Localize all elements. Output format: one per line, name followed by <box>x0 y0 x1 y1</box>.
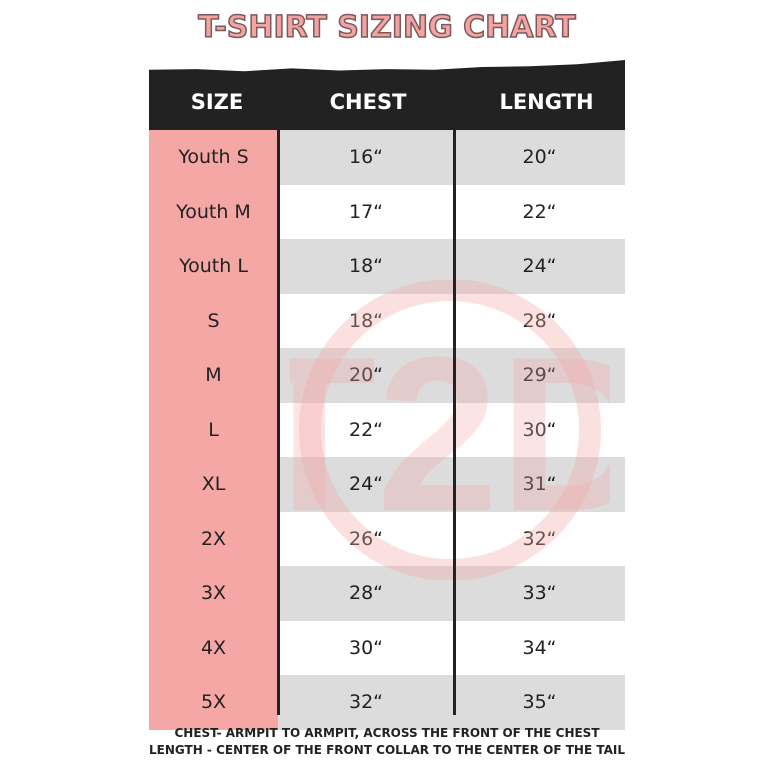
row-data: 16“ 20“ <box>278 130 625 185</box>
row-data: 26“ 32“ <box>278 512 625 567</box>
chest-cell: 20“ <box>348 364 384 387</box>
row-data: 22“ 30“ <box>278 403 625 458</box>
chest-cell: 30“ <box>348 636 384 659</box>
size-cell: 2X <box>149 511 278 566</box>
header-length: LENGTH <box>499 90 594 114</box>
header-size: SIZE <box>190 90 244 114</box>
table-row: 4X 30“ 34“ <box>149 620 625 676</box>
size-cell: S <box>149 293 278 348</box>
length-cell: 32“ <box>522 527 557 550</box>
size-cell: XL <box>149 457 278 512</box>
row-data: 30“ 34“ <box>278 621 625 676</box>
table-row: Youth L 18“ 24“ <box>149 239 625 294</box>
chest-cell: 22“ <box>348 418 384 441</box>
table-row: 3X 28“ 33“ <box>149 566 625 621</box>
chest-cell: 24“ <box>348 473 384 496</box>
length-cell: 24“ <box>522 255 557 278</box>
row-data: 18“ 28“ <box>278 294 625 349</box>
size-cell: M <box>149 348 278 403</box>
table-row: XL 24“ 31“ <box>149 457 625 512</box>
size-cell: 5X <box>149 675 278 730</box>
length-cell: 20“ <box>522 146 557 169</box>
chest-cell: 18“ <box>348 309 384 332</box>
chest-cell: 18“ <box>348 255 384 278</box>
row-data: 32“ 35“ <box>278 675 625 730</box>
length-cell: 28“ <box>522 309 557 332</box>
row-data: 24“ 31“ <box>278 457 625 512</box>
size-cell: Youth M <box>149 184 278 239</box>
chart-title: T-SHIRT SIZING CHART <box>198 9 577 46</box>
table-row: S 18“ 28“ <box>149 293 625 349</box>
row-data: 20“ 29“ <box>278 348 625 403</box>
length-cell: 30“ <box>522 418 557 441</box>
column-divider <box>277 130 280 715</box>
size-cell: Youth L <box>149 239 278 294</box>
note-length: LENGTH - CENTER OF THE FRONT COLLAR TO T… <box>148 743 625 757</box>
chest-cell: 32“ <box>348 691 384 714</box>
size-cell: 3X <box>149 566 278 621</box>
chest-cell: 28“ <box>348 582 384 605</box>
length-cell: 34“ <box>522 636 557 659</box>
size-cell: Youth S <box>149 130 278 185</box>
chest-cell: 16“ <box>348 146 384 169</box>
table-row: Youth M 17“ 22“ <box>149 184 625 240</box>
sizing-table: SIZE CHEST LENGTH Youth S 16“ 20“ Youth … <box>149 60 625 730</box>
length-cell: 31“ <box>522 473 557 496</box>
note-chest: CHEST- ARMPIT TO ARMPIT, ACROSS THE FRON… <box>174 726 600 740</box>
chest-cell: 26“ <box>348 527 384 550</box>
row-data: 17“ 22“ <box>278 185 625 240</box>
chest-cell: 17“ <box>348 200 384 223</box>
table-row: M 20“ 29“ <box>149 348 625 403</box>
size-cell: 4X <box>149 620 278 675</box>
length-cell: 33“ <box>522 582 557 605</box>
measurement-notes: CHEST- ARMPIT TO ARMPIT, ACROSS THE FRON… <box>0 725 774 759</box>
table-header: SIZE CHEST LENGTH <box>149 60 625 130</box>
table-row: Youth S 16“ 20“ <box>149 130 625 185</box>
column-divider <box>453 130 456 715</box>
length-cell: 22“ <box>522 200 557 223</box>
row-data: 28“ 33“ <box>278 566 625 621</box>
header-chest: CHEST <box>329 90 407 114</box>
size-cell: L <box>149 402 278 457</box>
row-data: 18“ 24“ <box>278 239 625 294</box>
length-cell: 35“ <box>522 691 557 714</box>
length-cell: 29“ <box>522 364 557 387</box>
table-row: 5X 32“ 35“ <box>149 675 625 730</box>
table-row: 2X 26“ 32“ <box>149 511 625 567</box>
table-row: L 22“ 30“ <box>149 402 625 458</box>
